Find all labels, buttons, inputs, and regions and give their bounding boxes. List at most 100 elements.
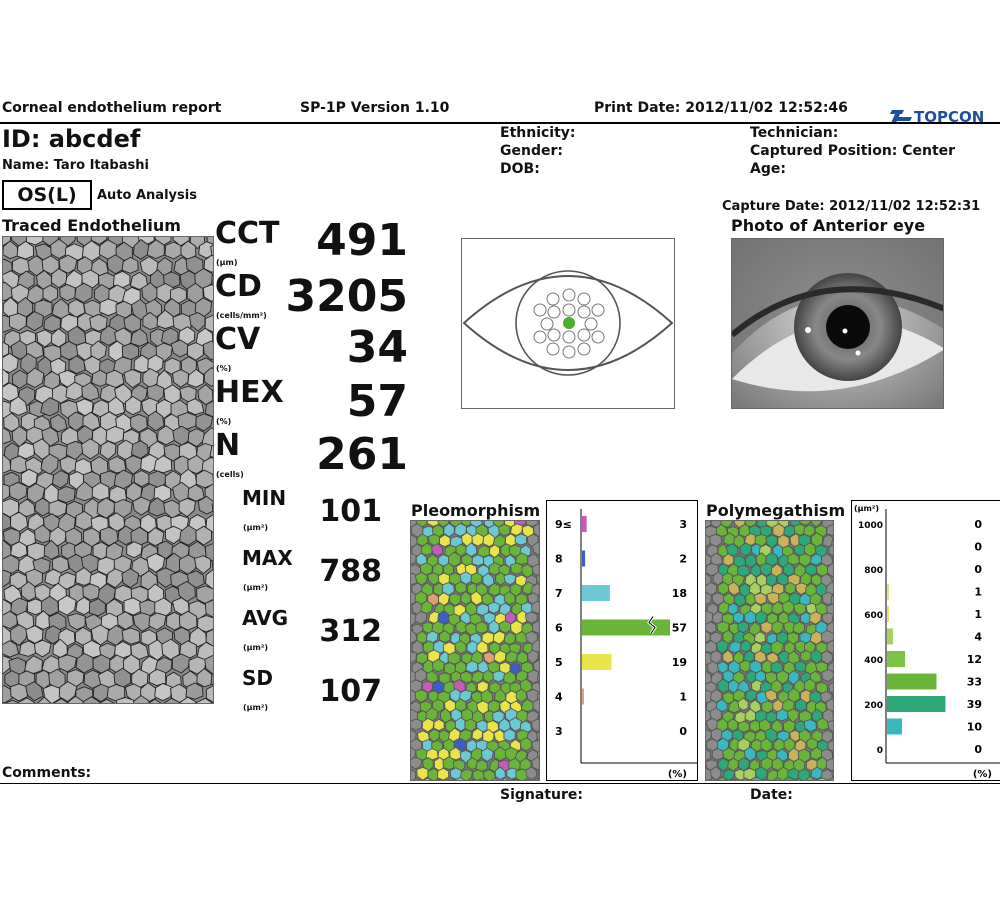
pleo-value-label: 2 xyxy=(679,553,687,566)
capture-date: Capture Date: 2012/11/02 12:52:31 xyxy=(722,199,981,214)
poly-tick-label: 200 xyxy=(864,701,883,711)
pleo-bar xyxy=(582,585,610,601)
position-spot xyxy=(577,328,591,342)
pleomorphism-chart: 9≤ 3 8 2 7 18 6 57 5 19 4 1 3 0 (%) xyxy=(546,500,698,781)
version-label: SP-1P Version 1.10 xyxy=(300,100,450,116)
area-max-unit: (μm²) xyxy=(243,583,269,592)
polymegathism-chart: (μm²) 1000 800 600 400 200 0 0 0 0 1 1 4 12 33 39 10 0 (%) xyxy=(851,500,1000,781)
metric-cd-label: CD xyxy=(215,269,262,304)
iris-outline-icon xyxy=(515,270,621,376)
pleo-category-label: 5 xyxy=(555,656,563,669)
metric-hex-unit: (%) xyxy=(216,417,232,426)
poly-value-label: 0 xyxy=(974,563,982,576)
poly-tick-label: 600 xyxy=(864,611,883,621)
anterior-photo-title: Photo of Anterior eye xyxy=(731,216,926,235)
pleomorphism-title: Pleomorphism xyxy=(411,501,541,520)
position-spot xyxy=(577,342,591,356)
pleo-value-label: 0 xyxy=(679,725,687,738)
poly-value-label: 4 xyxy=(974,631,982,644)
axis-break-line xyxy=(648,616,656,634)
anterior-eye-photo xyxy=(731,238,944,409)
pleo-value-label: 1 xyxy=(679,691,687,704)
pleo-bar xyxy=(582,688,584,705)
capture-position-diagram xyxy=(461,238,675,409)
area-sd-unit: (μm²) xyxy=(243,703,269,712)
poly-value-label: 0 xyxy=(974,541,982,554)
position-spot xyxy=(546,342,560,356)
metric-n-value: 261 xyxy=(316,429,408,480)
position-spot xyxy=(540,317,554,331)
poly-value-label: 1 xyxy=(974,608,982,621)
poly-tick-label: 0 xyxy=(877,746,883,756)
poly-value-label: 39 xyxy=(967,698,982,711)
print-date: Print Date: 2012/11/02 12:52:46 xyxy=(594,100,848,116)
position-spot xyxy=(533,330,547,344)
position-spot xyxy=(546,292,560,306)
poly-bar xyxy=(887,718,902,735)
metric-hex-value: 57 xyxy=(346,376,408,427)
header-rule xyxy=(0,122,1000,124)
area-sd-value: 107 xyxy=(319,674,382,709)
pleomorphism-map xyxy=(410,520,540,781)
traced-endothelium-image xyxy=(2,236,214,704)
area-min-label: MIN xyxy=(242,486,287,510)
brand-text: TOPCON xyxy=(914,108,984,126)
pleo-category-label: 8 xyxy=(555,553,563,566)
position-spot xyxy=(533,303,547,317)
position-spot xyxy=(547,328,561,342)
poly-value-label: 1 xyxy=(974,586,982,599)
poly-bar xyxy=(887,606,889,622)
pleo-value-label: 19 xyxy=(672,656,687,669)
poly-unit-label: (%) xyxy=(973,769,992,780)
poly-bar xyxy=(887,696,946,712)
pleo-bar xyxy=(582,654,612,670)
traced-endothelium-title: Traced Endothelium xyxy=(2,216,181,235)
metric-cct-unit: (μm) xyxy=(216,258,238,267)
position-spot xyxy=(577,305,591,319)
poly-bar xyxy=(887,673,937,690)
pleo-value-label: 18 xyxy=(672,587,687,600)
position-spot xyxy=(562,345,576,359)
position-spot xyxy=(577,292,591,306)
position-spot xyxy=(591,330,605,344)
poly-value-label: 0 xyxy=(974,518,982,531)
pleo-category-label: 7 xyxy=(555,587,563,600)
area-avg-unit: (μm²) xyxy=(243,643,269,652)
patient-name: Name: Taro Itabashi xyxy=(2,158,149,173)
date-label: Date: xyxy=(750,787,793,803)
poly-value-label: 0 xyxy=(974,743,982,756)
poly-tick-label: 800 xyxy=(864,566,883,576)
metric-hex-label: HEX xyxy=(215,375,284,410)
area-min-unit: (μm²) xyxy=(243,523,269,532)
comments-label: Comments: xyxy=(2,765,92,781)
topcon-logo: TOPCON xyxy=(890,104,1000,126)
position-spot xyxy=(584,317,598,331)
polymegathism-title: Polymegathism xyxy=(706,501,846,520)
pleo-value-label: 3 xyxy=(679,518,687,531)
pleo-category-label: 3 xyxy=(555,725,563,738)
area-avg-value: 312 xyxy=(319,614,382,649)
poly-bar xyxy=(887,583,889,600)
area-max-value: 788 xyxy=(319,554,382,589)
poly-bar xyxy=(887,628,893,645)
pleo-bar xyxy=(582,516,587,532)
metric-n-unit: (cells) xyxy=(216,470,244,479)
poly-axis-unit: (μm²) xyxy=(854,504,879,513)
metric-cd-value: 3205 xyxy=(285,271,408,322)
position-spot xyxy=(562,288,576,302)
technician-field: Technician: xyxy=(750,125,839,141)
dob-field: DOB: xyxy=(500,161,540,177)
eye-side-badge: OS(L) xyxy=(2,180,92,210)
position-spot xyxy=(562,330,576,344)
age-field: Age: xyxy=(750,161,786,177)
metric-cv-label: CV xyxy=(215,322,261,357)
pleo-category-label: 6 xyxy=(555,622,563,635)
metric-cv-value: 34 xyxy=(346,322,408,373)
captured-position: Captured Position: Center xyxy=(750,143,956,159)
area-max-label: MAX xyxy=(242,546,293,570)
ethnicity-field: Ethnicity: xyxy=(500,125,576,141)
pleo-bar xyxy=(582,550,586,567)
metric-cct-value: 491 xyxy=(316,215,408,266)
polymegathism-map xyxy=(705,520,834,781)
pleo-category-label: 4 xyxy=(555,691,563,704)
